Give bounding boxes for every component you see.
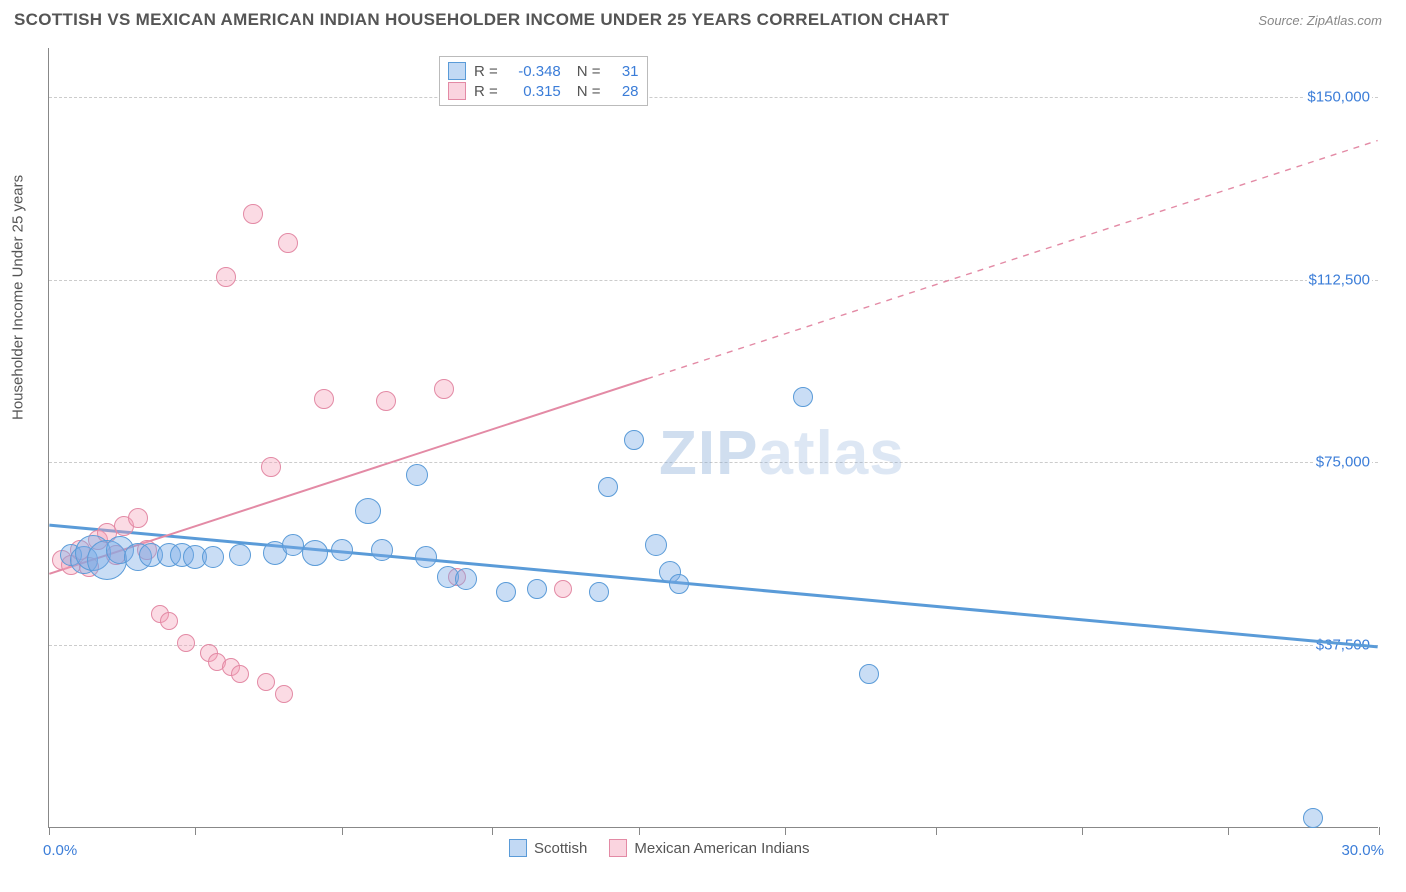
data-point: [598, 477, 618, 497]
data-point: [624, 430, 644, 450]
data-point: [527, 579, 547, 599]
data-point: [243, 204, 263, 224]
legend-label-scottish: Scottish: [534, 840, 587, 857]
n-value-scottish: 31: [609, 63, 639, 80]
data-point: [589, 582, 609, 602]
y-axis-title: Householder Income Under 25 years: [10, 175, 27, 420]
series-legend: Scottish Mexican American Indians: [509, 839, 809, 857]
stat-row-mexican: R = 0.315 N = 28: [448, 81, 639, 101]
data-point: [496, 582, 516, 602]
x-tick: [639, 827, 640, 835]
data-point: [160, 612, 178, 630]
source-value: ZipAtlas.com: [1307, 13, 1382, 28]
x-tick: [49, 827, 50, 835]
n-value-mexican: 28: [609, 83, 639, 100]
data-point: [216, 267, 236, 287]
r-value-mexican: 0.315: [506, 83, 561, 100]
source-label: Source:: [1258, 13, 1303, 28]
data-point: [669, 574, 689, 594]
data-point: [1303, 808, 1323, 828]
swatch-pink-icon: [448, 82, 466, 100]
legend-item-mexican: Mexican American Indians: [609, 839, 809, 857]
r-label: R =: [474, 63, 498, 80]
data-point: [331, 539, 353, 561]
data-point: [859, 664, 879, 684]
x-tick: [785, 827, 786, 835]
swatch-blue-icon: [448, 62, 466, 80]
data-point: [278, 233, 298, 253]
data-point: [231, 665, 249, 683]
legend-label-mexican: Mexican American Indians: [634, 840, 809, 857]
data-point: [415, 546, 437, 568]
data-point: [177, 634, 195, 652]
legend-item-scottish: Scottish: [509, 839, 587, 857]
n-label-2: N =: [577, 83, 601, 100]
chart-title: SCOTTISH VS MEXICAN AMERICAN INDIAN HOUS…: [14, 10, 949, 30]
x-min-label: 0.0%: [43, 842, 77, 859]
data-point: [282, 534, 304, 556]
data-point: [202, 546, 224, 568]
chart-source: Source: ZipAtlas.com: [1258, 13, 1382, 28]
stat-row-scottish: R = -0.348 N = 31: [448, 61, 639, 81]
x-max-label: 30.0%: [1341, 842, 1384, 859]
data-point: [793, 387, 813, 407]
x-tick: [936, 827, 937, 835]
data-point: [128, 508, 148, 528]
data-point: [314, 389, 334, 409]
data-point: [406, 464, 428, 486]
bubbles-layer: [49, 48, 1378, 827]
x-tick: [1082, 827, 1083, 835]
data-point: [355, 498, 381, 524]
stat-legend: R = -0.348 N = 31 R = 0.315 N = 28: [439, 56, 648, 106]
data-point: [257, 673, 275, 691]
data-point: [302, 540, 328, 566]
swatch-pink-icon-2: [609, 839, 627, 857]
data-point: [275, 685, 293, 703]
plot-area: $37,500$75,000$112,500$150,000 ZIPatlas …: [48, 48, 1378, 828]
n-label: N =: [577, 63, 601, 80]
x-tick: [492, 827, 493, 835]
data-point: [645, 534, 667, 556]
x-tick: [1379, 827, 1380, 835]
x-tick: [195, 827, 196, 835]
data-point: [371, 539, 393, 561]
x-tick: [1228, 827, 1229, 835]
data-point: [261, 457, 281, 477]
data-point: [554, 580, 572, 598]
data-point: [434, 379, 454, 399]
data-point: [455, 568, 477, 590]
chart-header: SCOTTISH VS MEXICAN AMERICAN INDIAN HOUS…: [0, 0, 1406, 36]
swatch-blue-icon-2: [509, 839, 527, 857]
data-point: [376, 391, 396, 411]
r-label-2: R =: [474, 83, 498, 100]
r-value-scottish: -0.348: [506, 63, 561, 80]
data-point: [229, 544, 251, 566]
x-tick: [342, 827, 343, 835]
